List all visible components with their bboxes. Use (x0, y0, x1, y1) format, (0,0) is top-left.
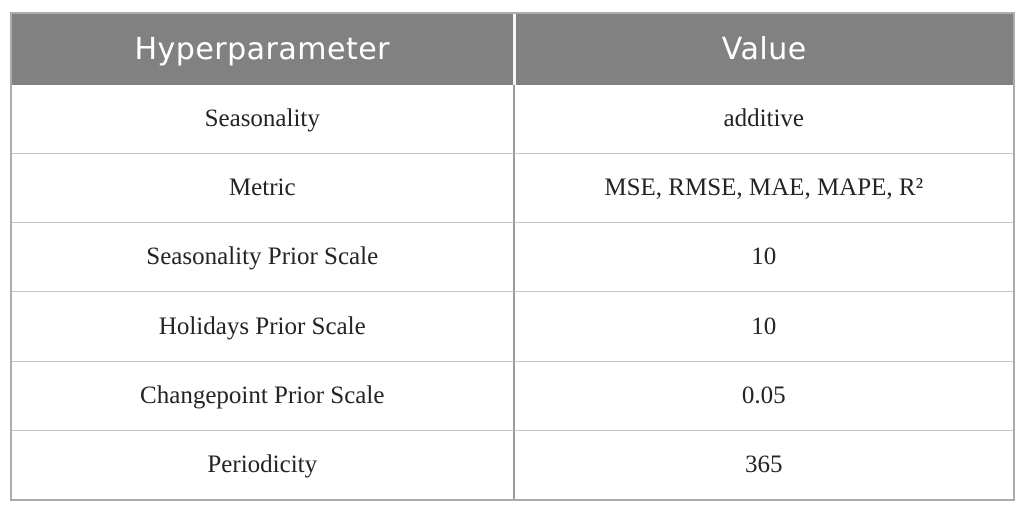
cell-value: MSE, RMSE, MAE, MAPE, R² (512, 153, 1013, 223)
table-row: Seasonality additive (12, 85, 1013, 154)
cell-value: 10 (512, 291, 1013, 361)
cell-value: 365 (512, 429, 1013, 499)
cell-value: 10 (512, 222, 1013, 292)
cell-hyperparameter: Changepoint Prior Scale (12, 360, 513, 430)
table-row: Periodicity 365 (12, 429, 1013, 499)
table-row: Seasonality Prior Scale 10 (12, 222, 1013, 292)
cell-hyperparameter: Periodicity (12, 429, 513, 499)
column-header-value: Value (512, 14, 1013, 85)
table-row: Changepoint Prior Scale 0.05 (12, 360, 1013, 430)
cell-hyperparameter: Holidays Prior Scale (12, 291, 513, 361)
table-body: Seasonality additive Metric MSE, RMSE, M… (12, 85, 1013, 499)
hyperparameter-table: Hyperparameter Value Seasonality additiv… (10, 12, 1015, 501)
cell-value: additive (512, 85, 1013, 154)
table-row: Metric MSE, RMSE, MAE, MAPE, R² (12, 153, 1013, 223)
cell-value: 0.05 (512, 360, 1013, 430)
table-header: Hyperparameter Value (12, 14, 1013, 85)
table-row: Holidays Prior Scale 10 (12, 291, 1013, 361)
column-header-hyperparameter: Hyperparameter (12, 14, 513, 85)
cell-hyperparameter: Seasonality (12, 85, 513, 154)
cell-hyperparameter: Metric (12, 153, 513, 223)
header-row: Hyperparameter Value (12, 14, 1013, 85)
cell-hyperparameter: Seasonality Prior Scale (12, 222, 513, 292)
